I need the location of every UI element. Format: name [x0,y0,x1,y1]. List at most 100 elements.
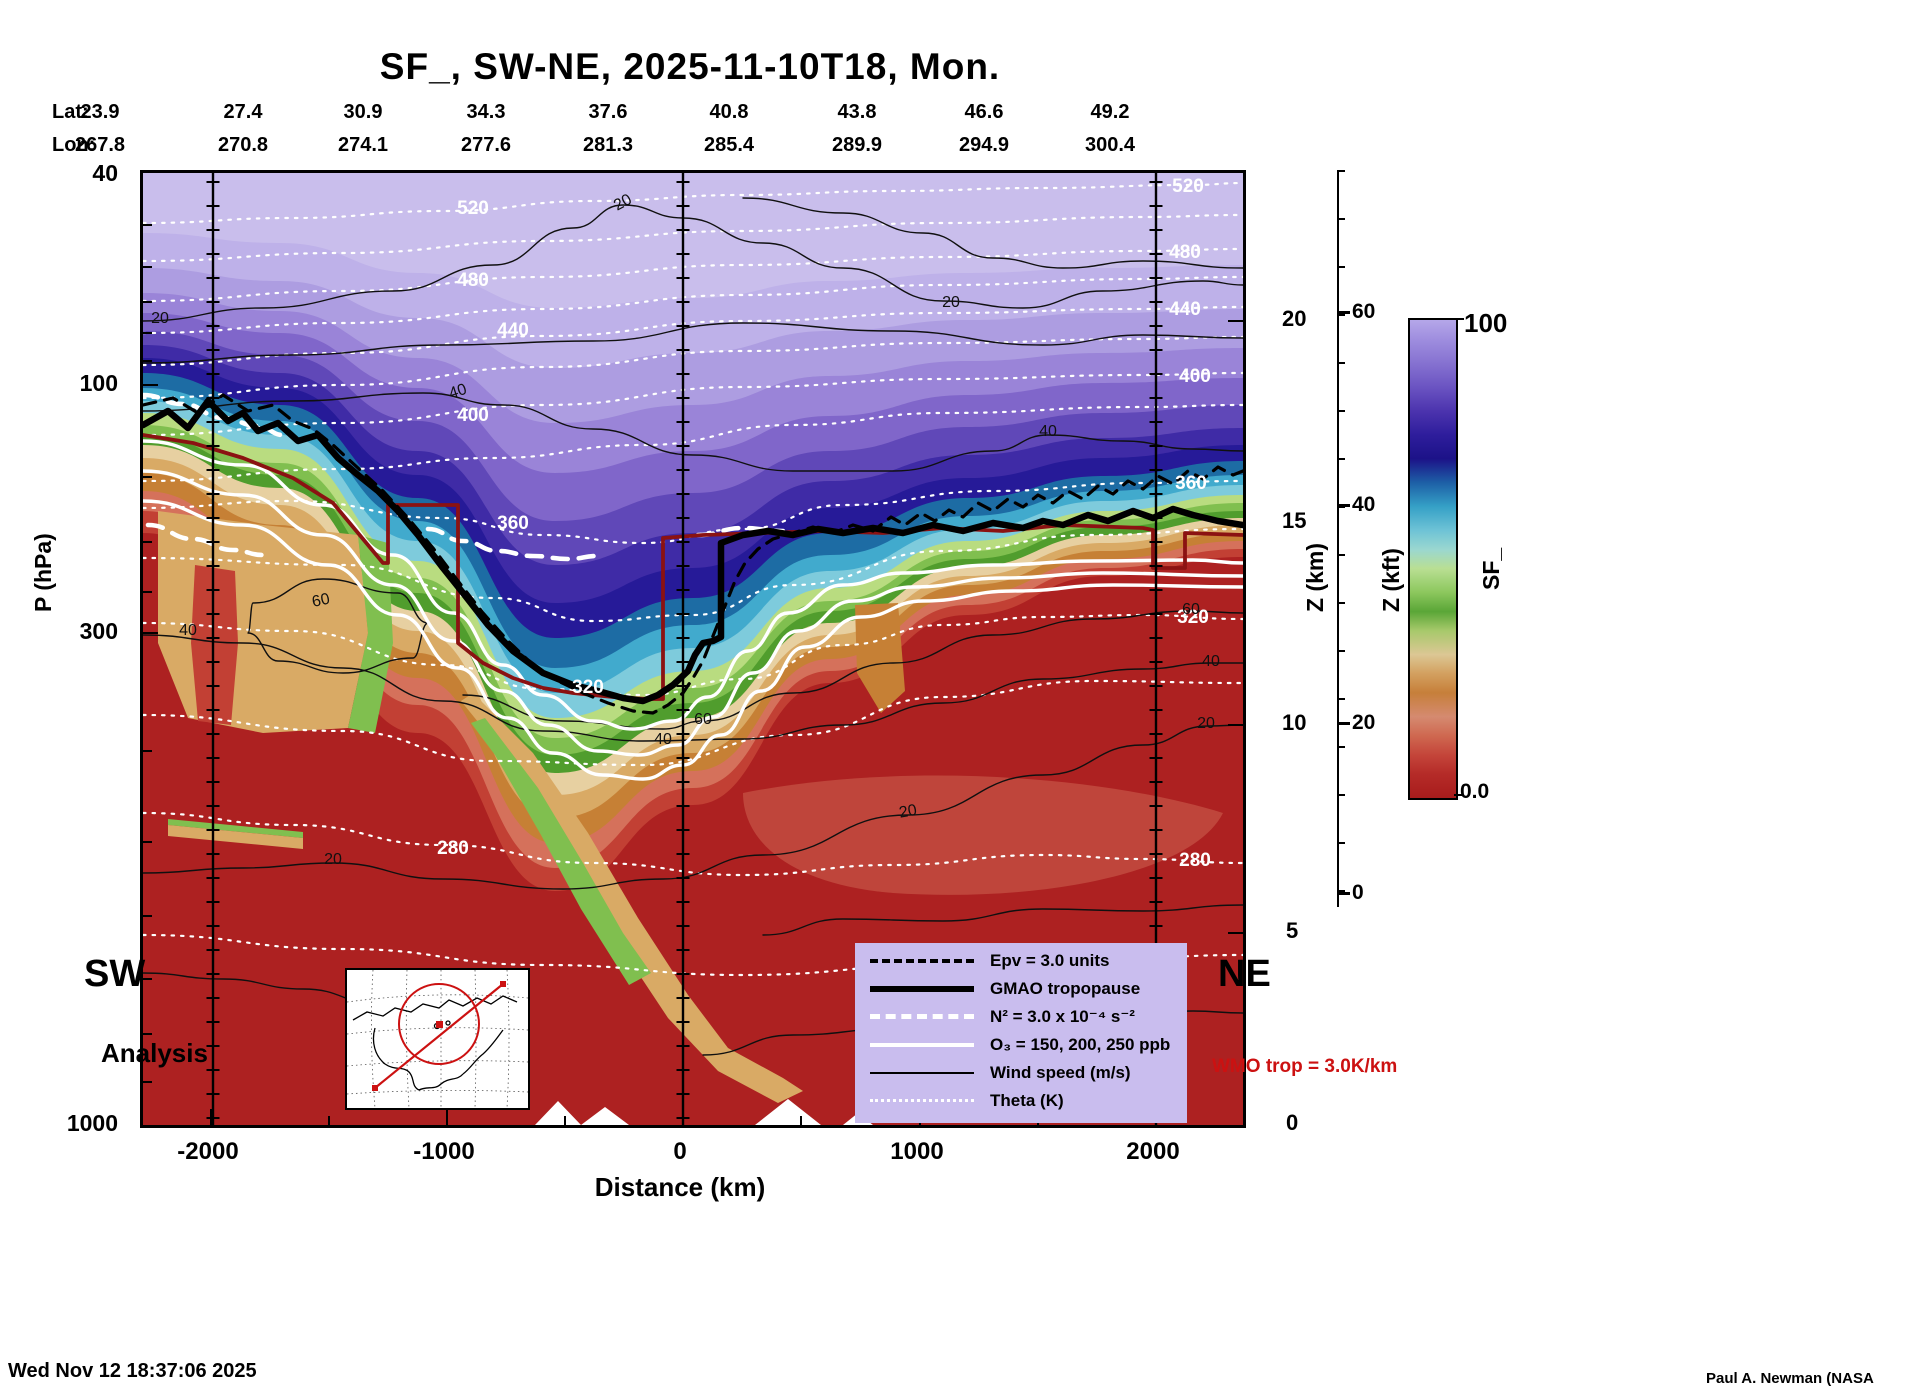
lon-value: 281.3 [582,134,634,156]
lon-value: 300.4 [1084,134,1136,156]
zkft-major-tick [1337,892,1350,895]
legend-item-wind-speed: Wind speed (m/s) [855,1059,1187,1086]
theta-line-sample [870,1099,974,1102]
colorbar-max: 100 [1464,308,1508,338]
lon-value: 267.8 [74,134,126,156]
zkft-major-tick [1337,311,1350,314]
x-tick: -1000 [413,1138,475,1165]
lon-value: 270.8 [217,134,269,156]
wind-contour-label: 20 [898,802,919,822]
epv-line-sample [870,958,974,963]
legend-item-n2: N² = 3.0 x 10⁻⁴ s⁻² [855,1003,1187,1030]
zkm-tick: 5 [1286,918,1299,943]
n2-line-sample [870,1014,974,1019]
zkft-ruler-minor-ticks [1337,170,1345,907]
wind-contour-label: 20 [942,294,960,311]
figure-title: SF_, SW-NE, 2025-11-10T18, Mon. [379,46,1001,87]
legend-item-gmao-tropopause: GMAO tropopause [855,975,1187,1002]
colorbar-title: SF_ [1478,547,1504,590]
zkft-ruler [1337,170,1339,907]
zkm-tick: 15 [1282,508,1307,533]
wind-contour-label: 60 [1182,601,1200,618]
legend-label: Epv = 3.0 units [990,950,1110,970]
zkm-axis-title: Z (km) [1302,543,1328,612]
theta-contour-label: 440 [1169,299,1201,320]
contour-label-layer: 520 480 440 400 360 320 280 520 480 440 … [151,176,1220,871]
zkft-tick: 0 [1352,881,1364,904]
wind-contour-label: 20 [611,191,635,214]
legend-label: N² = 3.0 x 10⁻⁴ s⁻² [990,1006,1135,1026]
theta-contour-label: 280 [1179,850,1211,871]
map-inset [345,968,530,1110]
wind-contour-label: 40 [1202,653,1220,670]
credit: Paul A. Newman (NASA [1706,1370,1874,1387]
lon-value: 294.9 [958,134,1010,156]
wmo-trop-note: WMO trop = 3.0K/km [1212,1056,1398,1077]
gmao-tropopause-line-sample [870,985,974,992]
x-tick: 2000 [1126,1138,1180,1165]
analysis-label: Analysis [101,1038,208,1068]
wind-contour-label: 60 [310,591,331,611]
legend-label: O₃ = 150, 200, 250 ppb [990,1034,1171,1054]
legend-item-o3: O₃ = 150, 200, 250 ppb [855,1031,1187,1058]
theta-contour-label: 280 [437,838,469,859]
lon-label: Lon: [52,134,96,156]
wind-line-sample [870,1071,974,1074]
lat-value: 40.8 [709,101,749,123]
theta-contour-label: 520 [457,198,489,219]
wind-contour-label: 40 [179,622,197,639]
theta-contour-label: 320 [1177,607,1209,628]
p-axis-title: P (hPa) [30,533,56,612]
map-inset-svg [345,968,530,1110]
lon-value: 289.9 [831,134,883,156]
x-tick: 1000 [890,1138,944,1165]
lat-value: 46.6 [964,101,1004,123]
lat-value: 30.9 [343,101,383,123]
p-tick: 1000 [66,1110,118,1136]
legend-label: Wind speed (m/s) [990,1062,1131,1082]
zkft-tick: 40 [1352,493,1376,516]
theta-contour-label: 400 [457,405,489,426]
wind-contour-label: 60 [694,711,712,728]
colorbar-tick [1454,318,1464,320]
zkft-tick: 60 [1352,300,1376,323]
theta-contour-label: 520 [1172,176,1204,197]
legend-item-epv: Epv = 3.0 units [855,947,1187,974]
theta-contour-label: 400 [1179,366,1211,387]
sw-label: SW [84,953,146,995]
lat-value: 27.4 [223,101,263,123]
x-axis-title: Distance (km) [594,1172,766,1202]
theta-contour-label: 480 [1169,242,1201,263]
lat-label: Lat: [52,101,89,123]
theta-contour-label: 480 [457,270,489,291]
lon-value: 277.6 [460,134,512,156]
lat-value: 43.8 [837,101,877,123]
lon-value: 285.4 [703,134,755,156]
theta-contour-label: 320 [572,677,604,698]
map-section-path [372,981,506,1091]
lat-value: 23.9 [80,101,120,123]
legend-label: Theta (K) [990,1090,1064,1110]
zkm-tick: 10 [1282,710,1307,735]
lon-value: 274.1 [337,134,389,156]
lon-row: Lon: 267.8 270.8 274.1 277.6 281.3 285.4… [0,134,1926,158]
theta-contour-label: 360 [1175,473,1207,494]
zkft-axis-title: Z (kft) [1378,548,1404,612]
lat-value: 34.3 [466,101,506,123]
o3-line-sample [870,1042,974,1047]
lat-value: 49.2 [1090,101,1130,123]
lat-value: 37.6 [588,101,628,123]
zkm-tick: 20 [1282,306,1307,331]
wind-contour-label: 20 [1197,715,1215,732]
p-tick: 100 [79,370,118,396]
legend: Epv = 3.0 units GMAO tropopause N² = 3.0… [855,943,1187,1123]
p-tick: 40 [92,160,118,186]
lat-row: Lat: 23.9 27.4 30.9 34.3 37.6 40.8 43.8 … [0,101,1926,125]
wind-contour-label: 40 [1039,423,1057,440]
wind-contour-label: 20 [324,851,342,868]
x-tick: -2000 [177,1138,239,1165]
colorbar-tick [1454,794,1464,796]
p-tick: 300 [79,618,118,644]
zkm-tick: 0 [1286,1110,1299,1135]
